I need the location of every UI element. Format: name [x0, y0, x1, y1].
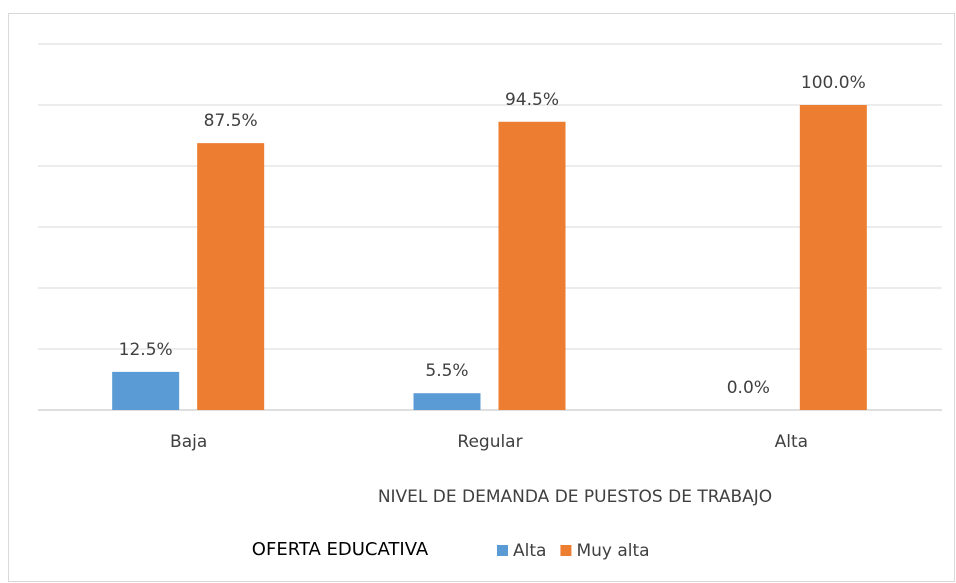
- legend-swatch: [560, 545, 572, 556]
- bar: [112, 371, 180, 410]
- legend-label: Alta: [513, 541, 546, 561]
- data-label: 94.5%: [505, 90, 559, 110]
- data-label: 87.5%: [204, 111, 258, 131]
- x-axis-title: NIVEL DE DEMANDA DE PUESTOS DE TRABAJO: [378, 487, 772, 507]
- bar: [413, 393, 481, 410]
- bar: [799, 105, 867, 410]
- bar: [197, 143, 265, 410]
- legend-title: OFERTA EDUCATIVA: [252, 539, 429, 560]
- legend-swatch: [497, 545, 508, 556]
- x-tick-label: Regular: [457, 432, 522, 452]
- legend-label: Muy alta: [576, 541, 649, 561]
- x-tick-label: Alta: [775, 432, 808, 452]
- data-label: 100.0%: [801, 73, 866, 93]
- x-tick-label: Baja: [170, 432, 207, 452]
- data-label: 5.5%: [425, 361, 468, 381]
- bar: [498, 121, 566, 411]
- data-label: 12.5%: [119, 340, 173, 360]
- chart-frame: [8, 13, 955, 582]
- data-label: 0.0%: [727, 378, 770, 398]
